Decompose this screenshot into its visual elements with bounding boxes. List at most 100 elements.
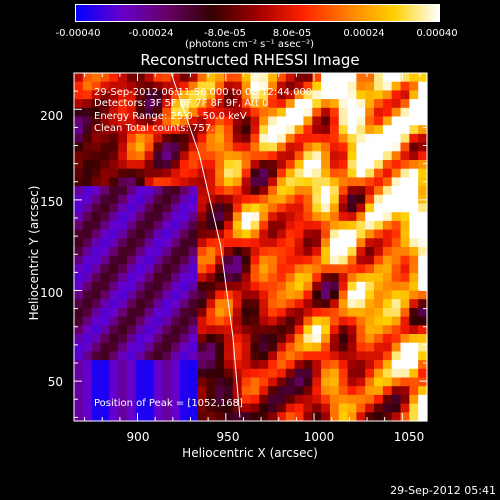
heatmap-cell	[303, 255, 313, 265]
heatmap-cell	[259, 247, 269, 257]
heatmap-cell	[312, 168, 322, 178]
heatmap-cell	[400, 142, 410, 152]
heatmap-cell	[179, 142, 190, 152]
heatmap-cell	[91, 160, 102, 170]
heatmap-cell	[171, 307, 181, 318]
heatmap-cell	[365, 186, 375, 196]
heatmap-cell	[268, 99, 278, 109]
heatmap-cell	[303, 238, 313, 248]
heatmap-cell	[224, 403, 234, 413]
detectors-annotation: Detectors: 3F 5F 6F 7F 8F 9F, Att 0	[94, 98, 269, 109]
heatmap-cell	[365, 220, 375, 231]
heatmap-cell	[303, 281, 313, 292]
heatmap-cell	[118, 281, 128, 292]
heatmap-cell	[400, 386, 410, 396]
colorbar	[75, 4, 440, 22]
heatmap-cell	[100, 299, 110, 309]
heatmap-cell	[91, 229, 102, 239]
heatmap-cell	[144, 168, 155, 178]
heatmap-cell	[74, 290, 84, 300]
heatmap-cell	[232, 264, 243, 274]
heatmap-cell	[268, 290, 278, 300]
heatmap-cell	[268, 273, 278, 283]
heatmap-cell	[100, 360, 110, 370]
heatmap-cell	[400, 90, 410, 100]
heatmap-cell	[241, 273, 252, 283]
heatmap-cell	[250, 386, 260, 396]
heatmap-cell	[197, 142, 207, 152]
heatmap-cell	[179, 412, 190, 422]
heatmap-cell	[365, 160, 375, 170]
heatmap-cell	[188, 394, 199, 405]
heatmap-cell	[259, 229, 269, 239]
heatmap-cell	[347, 107, 357, 118]
heatmap-cell	[338, 307, 349, 318]
heatmap-cell	[400, 177, 410, 187]
heatmap-cell	[285, 377, 296, 387]
heatmap-cell	[338, 160, 349, 170]
heatmap-cell	[100, 116, 110, 126]
heatmap-cell	[91, 325, 102, 335]
heatmap-cell	[215, 220, 225, 231]
heatmap-cell	[365, 81, 375, 91]
heatmap-cell	[365, 264, 375, 274]
heatmap-cell	[374, 203, 384, 213]
heatmap-cell	[179, 325, 190, 335]
heatmap-cell	[347, 316, 357, 326]
heatmap-cell	[365, 107, 375, 118]
heatmap-cell	[82, 238, 93, 248]
heatmap-cell	[391, 194, 402, 205]
heatmap-cell	[418, 212, 428, 222]
heatmap-cell	[215, 394, 225, 405]
heatmap-cell	[418, 177, 428, 187]
heatmap-cell	[285, 160, 296, 170]
heatmap-cell	[365, 273, 375, 283]
heatmap-cell	[118, 212, 128, 222]
heatmap-cell	[276, 116, 287, 126]
y-tick-label: 50	[47, 375, 63, 389]
heatmap-cell	[303, 368, 313, 379]
heatmap-cell	[268, 360, 278, 370]
heatmap-cell	[100, 412, 110, 422]
heatmap-cell	[347, 168, 357, 178]
heatmap-cell	[294, 99, 305, 109]
heatmap-cell	[215, 377, 225, 387]
heatmap-cell	[224, 334, 234, 344]
heatmap-cell	[374, 334, 384, 344]
heatmap-cell	[329, 133, 340, 144]
heatmap-cell	[224, 360, 234, 370]
heatmap-cell	[382, 325, 393, 335]
heatmap-cell	[329, 403, 340, 413]
heatmap-cell	[197, 247, 207, 257]
heatmap-cell	[329, 142, 340, 152]
heatmap-cell	[188, 125, 199, 135]
heatmap-cell	[215, 307, 225, 318]
heatmap-cell	[285, 81, 296, 91]
heatmap-cell	[153, 73, 163, 83]
x-tick-label: 900	[126, 430, 150, 444]
heatmap-cell	[382, 368, 393, 379]
heatmap-cell	[303, 403, 313, 413]
heatmap-cell	[171, 99, 181, 109]
heatmap-cell	[74, 255, 84, 265]
heatmap-cell	[144, 81, 155, 91]
heatmap-cell	[276, 133, 287, 144]
heatmap-cell	[312, 81, 322, 91]
heatmap-cell	[118, 229, 128, 239]
heatmap-cell	[382, 142, 393, 152]
heatmap-cell	[126, 220, 137, 231]
heatmap-cell	[347, 307, 357, 318]
heatmap-cell	[312, 377, 322, 387]
heatmap-cell	[135, 186, 146, 196]
heatmap-cell	[356, 281, 366, 292]
heatmap-cell	[338, 81, 349, 91]
heatmap-cell	[135, 281, 146, 292]
heatmap-cell	[162, 107, 172, 118]
heatmap-cell	[197, 386, 207, 396]
heatmap-cell	[241, 307, 252, 318]
heatmap-cell	[418, 107, 428, 118]
heatmap-cell	[82, 90, 93, 100]
heatmap-cell	[382, 90, 393, 100]
heatmap-cell	[259, 290, 269, 300]
heatmap-cell	[285, 133, 296, 144]
